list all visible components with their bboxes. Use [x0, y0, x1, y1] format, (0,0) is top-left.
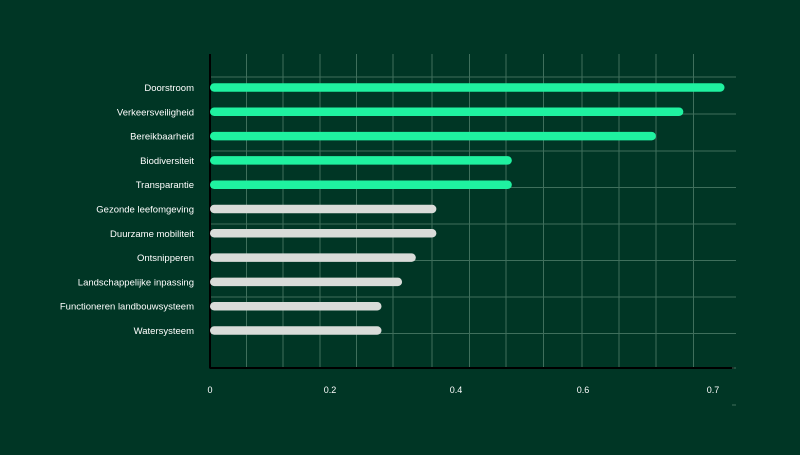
category-label: Transparantie — [136, 180, 194, 191]
bar-8 — [210, 277, 403, 287]
bar-4 — [210, 180, 512, 189]
bar-10 — [210, 326, 382, 335]
x-tick-label: 0.6 — [577, 385, 590, 395]
category-label: Ontsnipperen — [137, 253, 194, 264]
bar-2 — [210, 131, 656, 141]
category-label: Duurzame mobiliteit — [110, 229, 194, 240]
category-label: Biodiversiteit — [140, 156, 194, 167]
category-label: Watersysteem — [134, 326, 194, 337]
bar-9 — [210, 301, 382, 311]
bar-6 — [210, 229, 437, 238]
category-label: Doorstroom — [144, 83, 194, 94]
bar-5 — [210, 204, 437, 214]
x-tick-label: 0 — [207, 385, 212, 395]
bar-7 — [210, 253, 416, 262]
category-label: Landschappelijke inpassing — [78, 277, 194, 288]
category-label: Verkeersveiligheid — [117, 107, 194, 118]
x-tick-label: 0.7 — [707, 385, 720, 395]
category-label: Bereikbaarheid — [130, 132, 194, 143]
category-label: Gezonde leefomgeving — [96, 205, 194, 216]
x-tick-label: 0.2 — [324, 385, 337, 395]
bar-1 — [210, 107, 684, 117]
bar-0 — [210, 83, 725, 92]
x-tick-label: 0.4 — [450, 385, 463, 395]
bar-3 — [210, 156, 512, 165]
category-label: Functioneren landbouwsysteem — [60, 302, 194, 313]
